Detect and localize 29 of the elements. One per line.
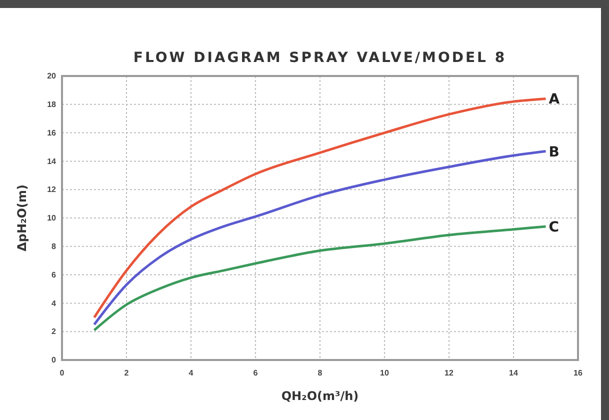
y-tick-label: 10 [47, 214, 57, 223]
y-tick-label: 6 [52, 270, 57, 280]
line-series [93, 97, 547, 319]
x-tick-label: 8 [318, 368, 323, 378]
line-series [93, 150, 547, 326]
series-label: A [548, 92, 560, 108]
x-tick-label: 2 [124, 368, 130, 378]
line-series [93, 225, 547, 332]
y-tick-label: 16 [47, 128, 57, 138]
x-tick-label: 16 [574, 368, 583, 378]
y-axis-title: ΔpH₂O(m) [15, 184, 29, 252]
series-label: C [548, 220, 560, 236]
series-label: B [548, 144, 560, 160]
y-tick-label: 8 [52, 242, 57, 251]
x-tick-label: 10 [380, 368, 390, 378]
chart-title: FLOW DIAGRAM SPRAY VALVE/MODEL 8 [133, 50, 507, 66]
y-tick-label: 20 [47, 72, 57, 81]
y-tick-label: 14 [47, 156, 57, 166]
y-tick-label: 4 [52, 298, 57, 308]
x-tick-label: 14 [509, 368, 518, 378]
x-tick-label: 0 [60, 368, 65, 378]
y-tick-label: 12 [47, 185, 57, 194]
y-tick-label: 18 [47, 100, 57, 109]
x-tick-label: 12 [444, 368, 454, 378]
x-tick-label: 4 [188, 368, 194, 378]
y-tick-label: 0 [52, 356, 57, 365]
x-tick-label: 6 [253, 368, 258, 378]
x-axis-title: QH₂O(m³/h) [281, 389, 359, 403]
y-tick-label: 2 [52, 327, 57, 336]
